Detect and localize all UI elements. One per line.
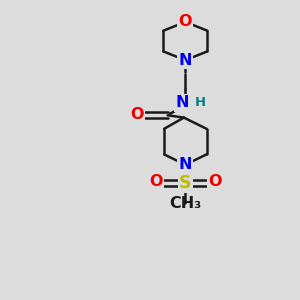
Text: CH₃: CH₃ — [169, 196, 202, 211]
Text: N: N — [178, 157, 192, 172]
Text: S: S — [179, 174, 192, 192]
Text: H: H — [194, 96, 206, 110]
Text: O: O — [130, 106, 143, 122]
Text: N: N — [175, 95, 189, 110]
Text: O: O — [178, 14, 192, 29]
Text: O: O — [208, 174, 221, 189]
Text: O: O — [149, 174, 163, 189]
Text: N: N — [178, 53, 192, 68]
